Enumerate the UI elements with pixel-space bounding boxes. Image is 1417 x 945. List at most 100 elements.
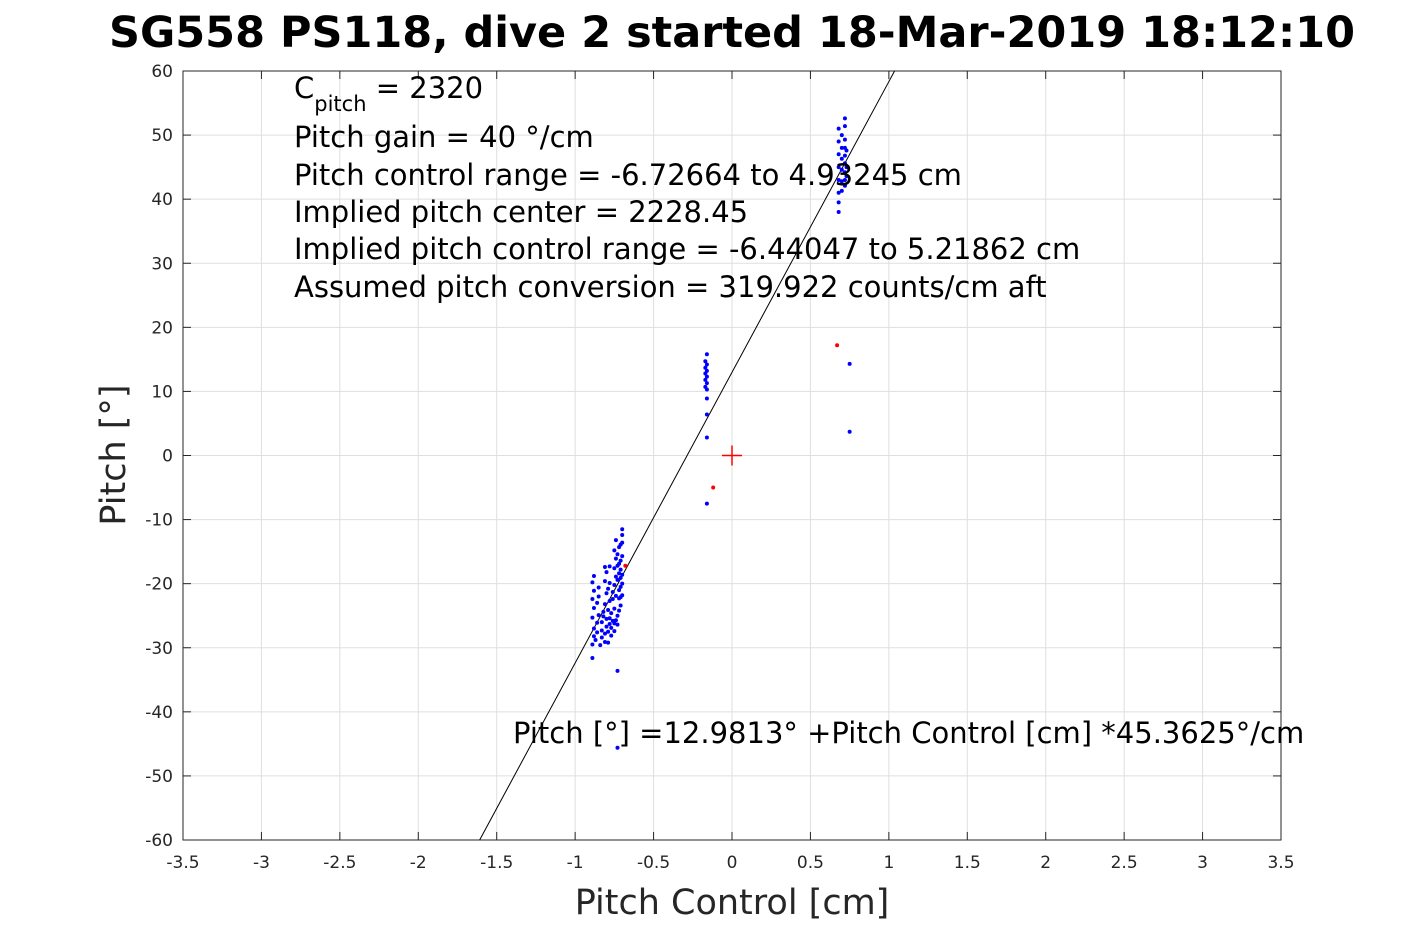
data-point — [593, 638, 598, 643]
annotation-pitch-gain: Pitch gain = 40 °/cm — [294, 120, 594, 154]
x-tick-label: 2 — [1040, 853, 1051, 873]
data-point — [610, 589, 615, 594]
data-point — [612, 582, 617, 587]
data-points — [590, 116, 852, 750]
data-point — [836, 139, 841, 144]
data-point — [839, 156, 844, 161]
data-point — [836, 126, 841, 131]
y-tick-label: -20 — [145, 575, 173, 595]
data-point — [609, 625, 614, 630]
data-point — [703, 371, 708, 376]
data-point — [842, 170, 847, 175]
data-point — [601, 614, 606, 619]
data-point — [599, 620, 604, 625]
x-axis-label: Pitch Control [cm] — [575, 883, 890, 923]
data-point — [612, 621, 617, 626]
grid — [182, 70, 1282, 841]
data-point — [591, 606, 596, 611]
data-point — [839, 188, 844, 193]
x-tick-label: 2.5 — [1111, 853, 1138, 873]
data-point — [609, 611, 614, 616]
data-point — [617, 571, 622, 576]
data-point — [704, 387, 709, 392]
data-point — [844, 165, 849, 170]
data-point — [620, 554, 625, 559]
data-point — [602, 639, 607, 644]
data-point — [606, 629, 611, 634]
x-tick-label: 3 — [1197, 853, 1208, 873]
data-point — [606, 607, 611, 612]
data-point — [620, 593, 625, 598]
data-point — [615, 552, 620, 557]
data-point — [606, 586, 611, 591]
data-point — [596, 613, 601, 618]
data-point — [610, 597, 615, 602]
data-point — [842, 161, 847, 166]
data-point — [595, 630, 600, 635]
data-point — [598, 643, 603, 648]
data-point — [607, 616, 612, 621]
data-point — [590, 642, 595, 647]
data-point — [847, 361, 852, 366]
data-point — [590, 615, 595, 620]
data-point — [836, 165, 841, 170]
data-point — [842, 137, 847, 142]
fit-line — [479, 70, 896, 841]
data-point — [602, 579, 607, 584]
data-point — [604, 591, 609, 596]
data-point — [703, 359, 708, 364]
data-point — [839, 167, 844, 172]
fit-equation-label: Pitch [°] =12.9813° +Pitch Control [cm] … — [513, 716, 1304, 750]
annotation-pitch-control-range: Pitch control range = -6.72664 to 4.9324… — [294, 158, 962, 192]
data-point — [615, 613, 620, 618]
highlight-point — [623, 563, 628, 568]
data-point — [836, 209, 841, 214]
data-point — [602, 602, 607, 607]
data-point — [704, 435, 709, 440]
x-tick-label: 1 — [883, 853, 894, 873]
x-tick-label: 0.5 — [797, 853, 824, 873]
data-point — [595, 600, 600, 605]
data-point — [844, 148, 849, 153]
data-point — [839, 179, 844, 184]
data-point — [704, 374, 709, 379]
data-point — [613, 593, 618, 598]
data-point — [590, 656, 595, 661]
data-point — [618, 603, 623, 608]
data-point — [613, 556, 618, 561]
data-point — [839, 133, 844, 138]
data-point — [842, 177, 847, 182]
data-point — [836, 152, 841, 157]
data-point — [618, 575, 623, 580]
data-point — [620, 527, 625, 532]
data-point — [601, 609, 606, 614]
data-point — [604, 616, 609, 621]
data-point — [607, 581, 612, 586]
y-tick-label: 20 — [151, 318, 173, 338]
y-tick-label: 10 — [151, 382, 173, 402]
data-point — [615, 668, 620, 673]
fit-line-group — [479, 70, 896, 841]
y-tick-label: -60 — [145, 831, 173, 851]
x-tick-label: -2 — [410, 853, 427, 873]
y-tick-label: -50 — [145, 767, 173, 787]
data-point — [606, 640, 611, 645]
data-point — [704, 381, 709, 386]
data-point — [847, 429, 852, 434]
x-tick-label: 1.5 — [954, 853, 981, 873]
data-point — [604, 624, 609, 629]
data-point — [591, 626, 596, 631]
y-tick-label: -10 — [145, 511, 173, 531]
data-point — [842, 153, 847, 158]
data-point — [599, 635, 604, 640]
data-point — [604, 570, 609, 575]
x-tick-label: -1 — [567, 853, 584, 873]
x-tick-label: -2.5 — [323, 853, 356, 873]
data-point — [839, 145, 844, 150]
data-point — [596, 585, 601, 590]
data-point — [620, 572, 625, 577]
annotation-implied-pitch-center: Implied pitch center = 2228.45 — [294, 195, 748, 229]
data-point — [590, 597, 595, 602]
annotation-pitch-conversion: Assumed pitch conversion = 319.922 count… — [294, 270, 1047, 304]
